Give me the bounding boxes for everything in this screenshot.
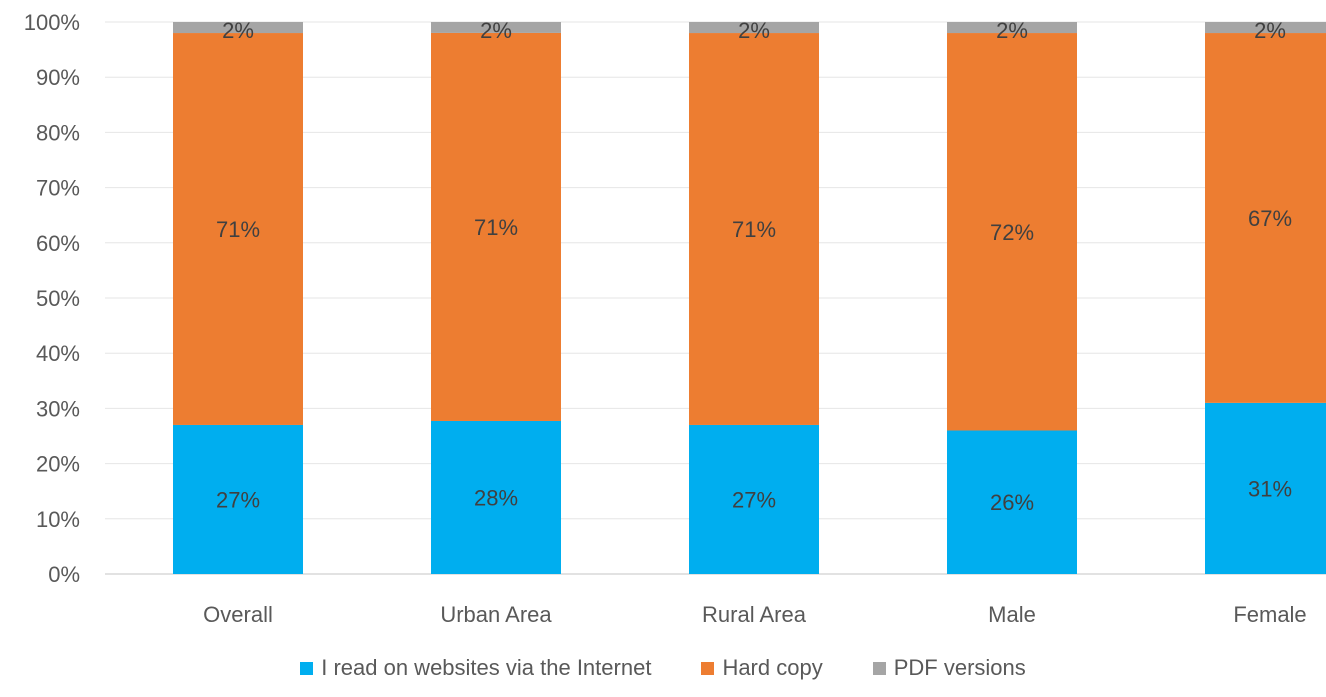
legend-item: PDF versions <box>872 655 1026 681</box>
bar-segment <box>173 22 303 34</box>
bar-segment <box>689 22 819 34</box>
data-label: 2% <box>222 18 254 43</box>
legend-swatch <box>300 661 314 675</box>
x-category-label: Urban Area <box>440 602 552 627</box>
data-label: 2% <box>996 18 1028 43</box>
data-labels: 27% 71% 2% 28% 71% 2% 27% 71% 2% 26% 72% 2% 31% 67% 2% <box>216 18 1292 515</box>
data-label: 2% <box>738 18 770 43</box>
bar-segment <box>173 33 303 425</box>
data-label: 27% <box>216 487 260 512</box>
x-category-label: Male <box>988 602 1036 627</box>
legend-swatch <box>872 661 886 675</box>
x-category-label: Female <box>1233 602 1306 627</box>
chart-legend: I read on websites via the Internet Hard … <box>0 655 1326 681</box>
data-label: 26% <box>990 490 1034 515</box>
y-tick-label: 70% <box>36 176 80 201</box>
bar-segment <box>947 22 1077 34</box>
y-tick-label: 20% <box>36 452 80 477</box>
legend-label: Hard copy <box>722 655 823 680</box>
data-label: 28% <box>474 485 518 510</box>
data-label: 31% <box>1248 476 1292 501</box>
data-label: 71% <box>216 217 260 242</box>
legend-item: Hard copy <box>701 655 823 681</box>
data-label: 67% <box>1248 206 1292 231</box>
data-label: 27% <box>732 487 776 512</box>
y-tick-label: 10% <box>36 507 80 532</box>
legend-item: I read on websites via the Internet <box>300 655 651 681</box>
bar-segment <box>689 424 819 574</box>
y-tick-label: 60% <box>36 231 80 256</box>
data-label: 71% <box>732 217 776 242</box>
bar-segment <box>1205 402 1326 574</box>
y-tick-label: 50% <box>36 286 80 311</box>
legend-label: I read on websites via the Internet <box>321 655 652 680</box>
x-axis: Overall Urban Area Rural Area Male Female <box>203 602 1307 627</box>
bar-segment <box>1205 33 1326 403</box>
bar-segment <box>431 32 561 421</box>
data-label: 72% <box>990 220 1034 245</box>
bar-segment <box>1205 22 1326 34</box>
y-axis: 0% 10% 20% 30% 40% 50% 60% 70% 80% 90% 100% <box>24 10 80 587</box>
bar-segment <box>947 33 1077 431</box>
y-tick-label: 40% <box>36 341 80 366</box>
bar-segment <box>431 22 561 33</box>
bar-segment <box>689 33 819 425</box>
x-category-label: Rural Area <box>702 602 807 627</box>
bars <box>173 22 1326 574</box>
x-category-label: Overall <box>203 602 273 627</box>
y-tick-label: 90% <box>36 65 80 90</box>
y-tick-label: 0% <box>48 562 80 587</box>
y-tick-label: 80% <box>36 120 80 145</box>
legend-swatch <box>701 661 715 675</box>
data-label: 2% <box>1254 18 1286 43</box>
bar-segment <box>173 424 303 574</box>
y-tick-label: 100% <box>24 10 80 35</box>
legend-label: PDF versions <box>893 655 1026 680</box>
bar-segment <box>431 420 561 574</box>
bar-segment <box>947 430 1077 574</box>
data-label: 71% <box>474 215 518 240</box>
y-tick-label: 30% <box>36 396 80 421</box>
data-label: 2% <box>480 18 512 43</box>
